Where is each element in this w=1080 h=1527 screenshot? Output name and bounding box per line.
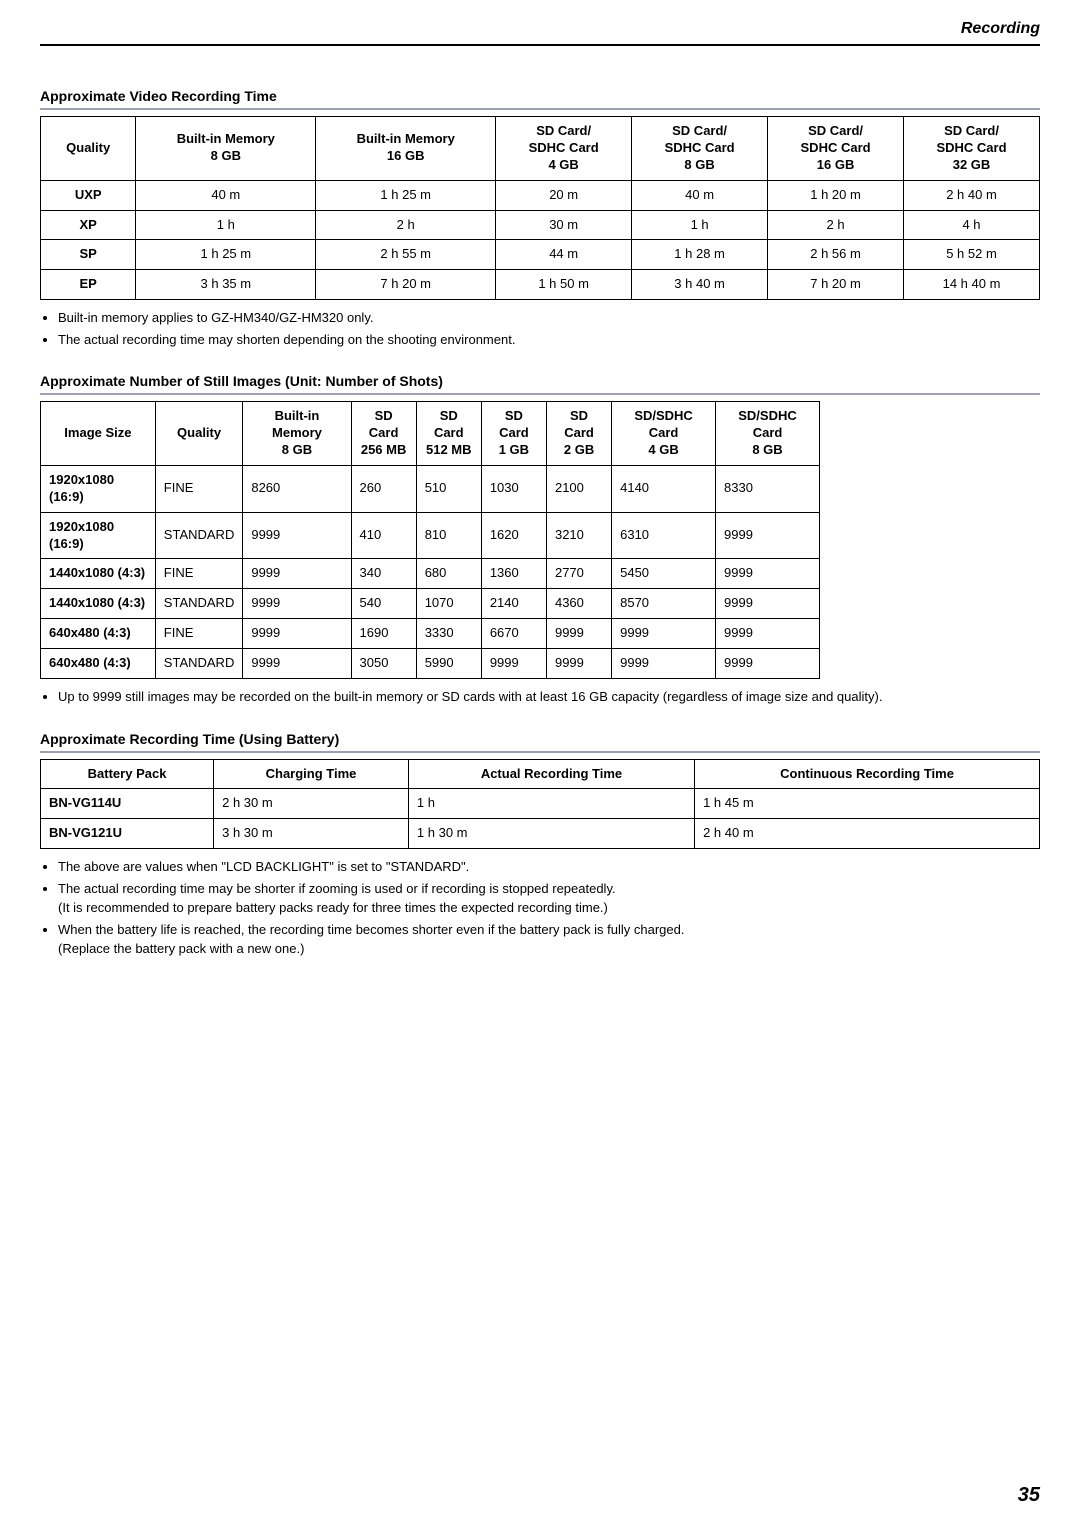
t1-title: Approximate Video Recording Time [40, 76, 1040, 110]
t2-notes: Up to 9999 still images may be recorded … [40, 687, 1040, 707]
table-row: BN-VG121U3 h 30 m1 h 30 m2 h 40 m [41, 819, 1040, 849]
t2-body: 1920x1080 (16:9)FINE82602605101030210041… [41, 465, 820, 678]
t3-title: Approximate Recording Time (Using Batter… [40, 719, 1040, 753]
table-row: BN-VG114U2 h 30 m1 h1 h 45 m [41, 789, 1040, 819]
table-row: EP3 h 35 m7 h 20 m1 h 50 m3 h 40 m7 h 20… [41, 270, 1040, 300]
note-item: When the battery life is reached, the re… [58, 920, 1040, 959]
note-item: The above are values when "LCD BACKLIGHT… [58, 857, 1040, 877]
table-row: UXP40 m1 h 25 m20 m40 m1 h 20 m2 h 40 m [41, 180, 1040, 210]
still-images-table: Image SizeQualityBuilt-in Memory8 GBSD C… [40, 401, 820, 679]
table-row: 1920x1080 (16:9)STANDARD9999410810162032… [41, 512, 820, 559]
table-row: 1440x1080 (4:3)FINE999934068013602770545… [41, 559, 820, 589]
table-row: XP1 h2 h30 m1 h2 h4 h [41, 210, 1040, 240]
video-recording-time-table: QualityBuilt-in Memory8 GBBuilt-in Memor… [40, 116, 1040, 300]
t2-header-row: Image SizeQualityBuilt-in Memory8 GBSD C… [41, 402, 820, 466]
page: Recording Approximate Video Recording Ti… [0, 0, 1080, 1527]
table-row: SP1 h 25 m2 h 55 m44 m1 h 28 m2 h 56 m5 … [41, 240, 1040, 270]
note-item: Up to 9999 still images may be recorded … [58, 687, 1040, 707]
table-row: 1920x1080 (16:9)FINE82602605101030210041… [41, 465, 820, 512]
table-row: 1440x1080 (4:3)STANDARD99995401070214043… [41, 589, 820, 619]
t1-notes: Built-in memory applies to GZ-HM340/GZ-H… [40, 308, 1040, 349]
table-row: 640x480 (4:3)FINE99991690333066709999999… [41, 619, 820, 649]
t3-body: BN-VG114U2 h 30 m1 h1 h 45 mBN-VG121U3 h… [41, 789, 1040, 849]
note-item: Built-in memory applies to GZ-HM340/GZ-H… [58, 308, 1040, 328]
table-row: 640x480 (4:3)STANDARD9999305059909999999… [41, 649, 820, 679]
battery-recording-time-table: Battery PackCharging TimeActual Recordin… [40, 759, 1040, 850]
t3-header-row: Battery PackCharging TimeActual Recordin… [41, 759, 1040, 789]
note-item: The actual recording time may be shorter… [58, 879, 1040, 918]
section-name: Recording [961, 20, 1040, 37]
header-bar: Recording [40, 20, 1040, 46]
page-number: 35 [1018, 1484, 1040, 1507]
t2-title: Approximate Number of Still Images (Unit… [40, 361, 1040, 395]
t1-body: UXP40 m1 h 25 m20 m40 m1 h 20 m2 h 40 mX… [41, 180, 1040, 300]
t3-notes: The above are values when "LCD BACKLIGHT… [40, 857, 1040, 959]
note-item: The actual recording time may shorten de… [58, 330, 1040, 350]
t1-header-row: QualityBuilt-in Memory8 GBBuilt-in Memor… [41, 117, 1040, 181]
